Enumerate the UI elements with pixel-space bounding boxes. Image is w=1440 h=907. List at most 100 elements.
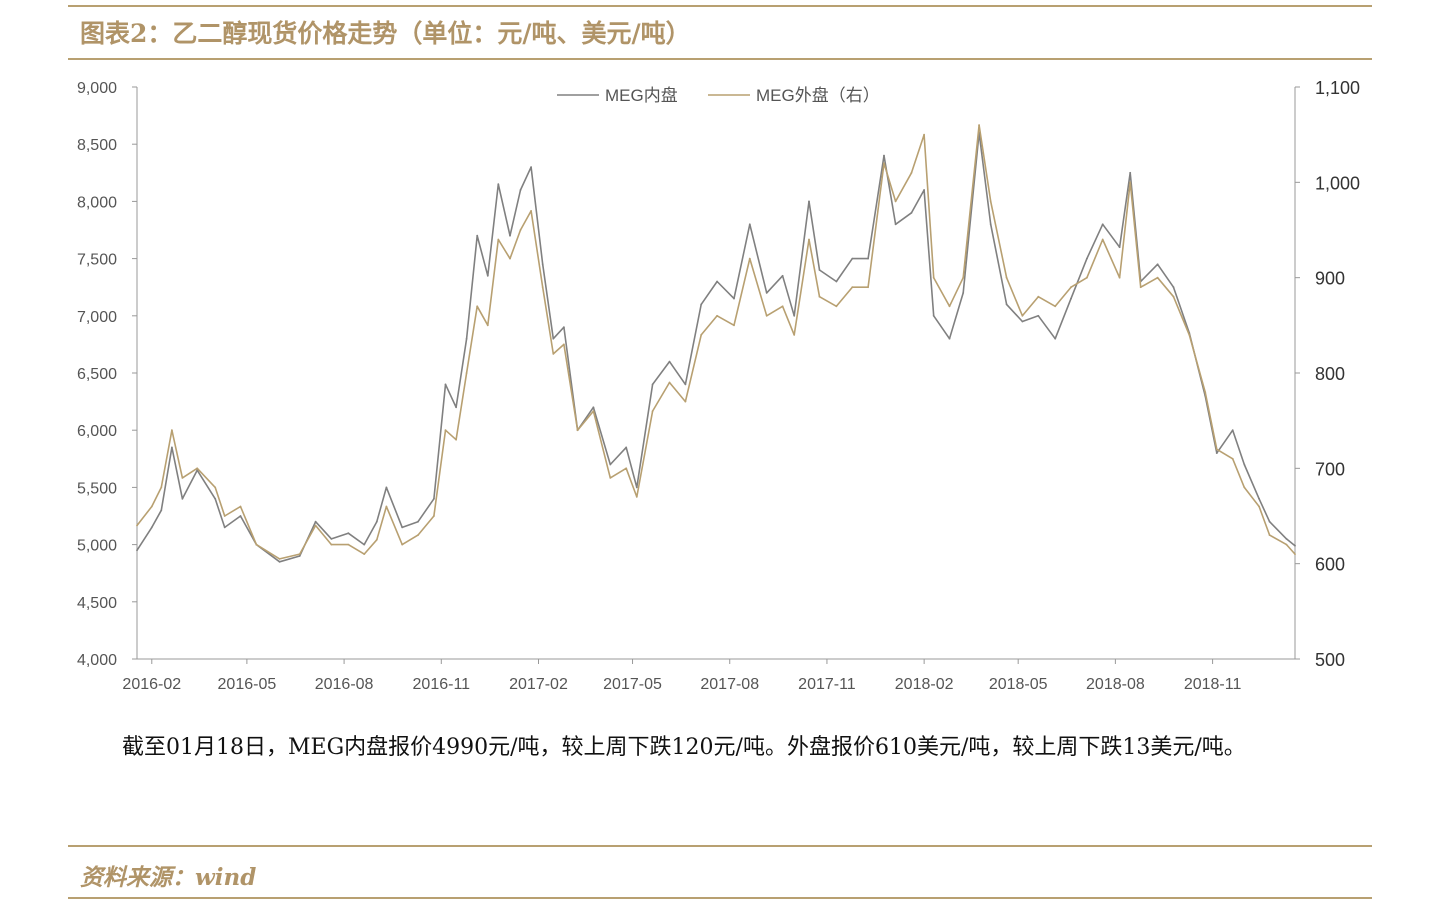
left-tick-label: 6,500 <box>77 366 117 383</box>
data-point <box>385 486 388 489</box>
data-point <box>150 505 153 508</box>
data-point <box>576 429 579 432</box>
data-point <box>375 538 378 541</box>
data-point <box>476 305 479 308</box>
x-tick-label: 2017-02 <box>509 676 568 693</box>
data-point <box>330 543 333 546</box>
data-point <box>978 124 980 126</box>
data-point <box>748 257 751 260</box>
x-tick-label: 2016-05 <box>218 676 277 693</box>
data-point <box>455 406 457 409</box>
left-tick-label: 5,500 <box>77 480 117 497</box>
x-tick-label: 2016-11 <box>413 676 471 693</box>
data-point <box>444 383 447 386</box>
data-point <box>465 372 468 374</box>
chart-series <box>136 124 1296 563</box>
right-tick-label: 900 <box>1315 269 1345 289</box>
data-point <box>519 229 522 231</box>
data-point <box>948 305 951 308</box>
data-point <box>298 553 301 555</box>
series-line-1 <box>136 124 1296 560</box>
data-point <box>793 334 796 336</box>
title-underline <box>68 58 1372 60</box>
right-tick-label: 500 <box>1315 650 1345 670</box>
chart-legend: MEG内盘 MEG外盘（右） <box>557 86 880 105</box>
data-point <box>989 223 992 226</box>
data-point <box>541 286 544 289</box>
data-point <box>625 467 628 470</box>
right-tick-label: 600 <box>1315 555 1345 575</box>
data-point <box>609 463 612 466</box>
data-point <box>1021 314 1024 317</box>
data-point <box>635 496 638 498</box>
data-point <box>1188 334 1191 336</box>
data-point <box>835 305 838 308</box>
data-point <box>765 314 768 317</box>
data-point <box>851 257 854 260</box>
data-point <box>1070 286 1072 289</box>
data-point <box>1070 297 1072 300</box>
data-point <box>385 505 388 508</box>
data-point <box>651 383 654 386</box>
data-point <box>1172 286 1175 289</box>
data-point <box>1129 181 1132 184</box>
data-point <box>181 477 184 479</box>
data-point <box>223 515 226 517</box>
data-point <box>444 429 447 432</box>
data-point <box>486 324 489 327</box>
data-point <box>465 337 468 340</box>
data-point <box>808 200 810 203</box>
data-point <box>347 543 350 546</box>
data-point <box>278 560 281 563</box>
data-point <box>609 477 612 479</box>
data-point <box>1243 486 1246 489</box>
data-point <box>363 553 366 555</box>
data-point <box>509 234 511 237</box>
data-point <box>818 295 821 298</box>
data-point <box>894 223 897 226</box>
right-tick-label: 700 <box>1315 459 1345 479</box>
data-point <box>401 526 404 529</box>
data-point <box>497 238 500 241</box>
data-point <box>962 292 965 294</box>
data-point <box>835 280 838 283</box>
data-point <box>455 438 457 441</box>
data-point <box>1285 543 1288 546</box>
data-point <box>160 486 163 489</box>
right-tick-label: 1,000 <box>1315 173 1360 193</box>
data-point <box>668 360 671 363</box>
legend-label-0: MEG内盘 <box>605 86 678 105</box>
data-point <box>509 257 511 260</box>
data-point <box>962 276 965 279</box>
data-point <box>1215 452 1218 454</box>
data-point <box>1021 320 1024 323</box>
data-point <box>136 524 138 527</box>
data-point <box>923 133 925 136</box>
data-point <box>592 406 595 409</box>
data-point <box>651 410 654 412</box>
data-point <box>563 326 565 329</box>
data-point <box>255 543 258 546</box>
data-point <box>883 154 885 157</box>
data-point <box>1285 538 1288 540</box>
left-tick-label: 4,000 <box>77 652 117 669</box>
data-point <box>552 353 555 355</box>
data-point <box>1037 295 1040 298</box>
data-point <box>1086 257 1088 260</box>
x-tick-label: 2017-11 <box>798 676 856 693</box>
data-point <box>1268 520 1271 523</box>
left-tick-label: 7,000 <box>77 309 117 326</box>
left-tick-label: 4,500 <box>77 595 117 612</box>
data-point <box>748 223 751 226</box>
data-point <box>625 446 628 449</box>
data-point <box>433 515 435 517</box>
data-point <box>375 520 378 523</box>
data-point <box>808 238 810 241</box>
data-point <box>684 400 687 403</box>
data-point <box>298 555 301 557</box>
data-point <box>160 509 163 512</box>
data-point <box>1037 314 1040 317</box>
left-tick-label: 8,000 <box>77 194 117 211</box>
data-point <box>347 532 350 535</box>
data-point <box>1101 238 1104 241</box>
